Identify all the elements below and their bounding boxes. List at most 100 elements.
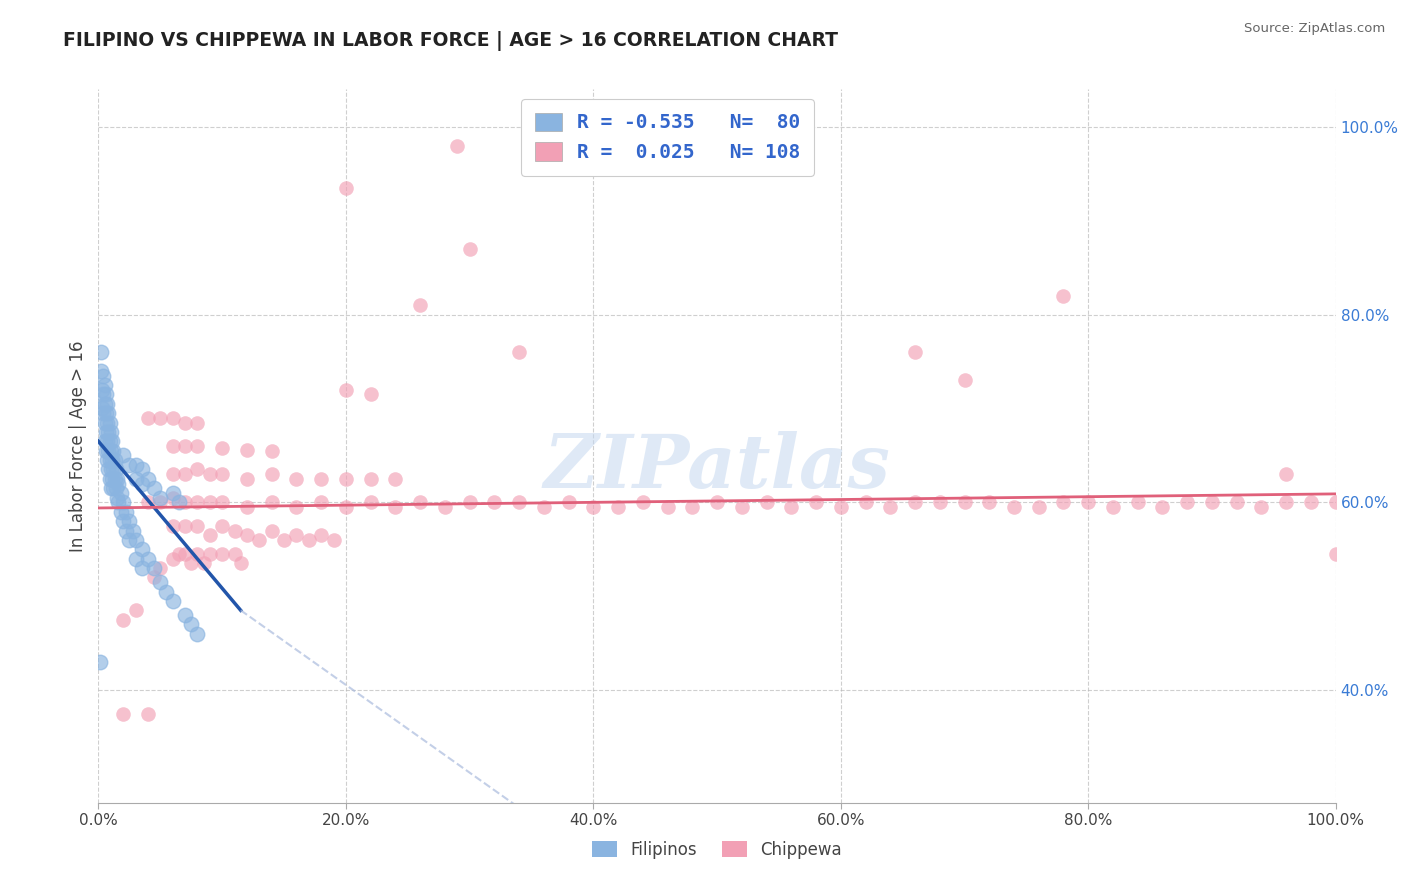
Point (211, 467, 233, 482)
Point (360, 387, 382, 401)
Point (1275, 495, 1298, 509)
Point (607, 500, 630, 514)
Point (247, 533, 270, 547)
Point (360, 472, 382, 486)
Point (211, 518, 233, 533)
Point (706, 495, 728, 509)
Point (879, 500, 901, 514)
Point (100, 425, 122, 439)
Point (211, 495, 233, 509)
Point (409, 495, 432, 509)
Point (1324, 495, 1347, 509)
Point (186, 416, 208, 430)
Point (174, 607, 197, 622)
Point (107, 495, 129, 509)
Point (174, 416, 197, 430)
Point (162, 467, 184, 482)
Point (98, 416, 121, 430)
Point (96, 434, 118, 449)
Point (162, 594, 184, 608)
Point (114, 524, 136, 538)
Point (335, 383, 357, 397)
Point (309, 472, 332, 486)
Point (122, 524, 145, 538)
Point (112, 613, 135, 627)
Point (384, 500, 406, 514)
Point (285, 472, 308, 486)
Point (94, 387, 117, 401)
Point (103, 453, 125, 467)
Point (136, 410, 159, 425)
Point (131, 542, 153, 557)
Point (298, 533, 321, 547)
Point (780, 500, 803, 514)
Point (110, 505, 132, 519)
Point (94, 406, 117, 420)
Point (260, 467, 283, 482)
Point (143, 561, 166, 575)
Point (804, 495, 827, 509)
Point (101, 434, 124, 449)
Point (484, 495, 506, 509)
Point (98, 453, 121, 467)
Point (830, 500, 852, 514)
Point (335, 472, 357, 486)
Point (260, 524, 283, 538)
Point (236, 472, 259, 486)
Point (236, 528, 259, 542)
Point (93, 406, 115, 420)
Point (186, 627, 208, 641)
Point (236, 500, 259, 514)
Point (136, 706, 159, 721)
Point (631, 495, 654, 509)
Point (260, 495, 283, 509)
Point (285, 500, 308, 514)
Point (143, 481, 166, 495)
Point (98, 434, 121, 449)
Point (97, 462, 120, 476)
Point (162, 439, 184, 453)
Point (236, 442, 259, 457)
Point (97, 425, 120, 439)
Point (143, 570, 166, 584)
Point (224, 524, 246, 538)
Point (433, 500, 456, 514)
Point (155, 584, 177, 599)
Point (149, 410, 172, 425)
Point (149, 575, 172, 590)
Point (1052, 495, 1074, 509)
Point (118, 514, 141, 528)
Point (1028, 500, 1050, 514)
Point (124, 533, 146, 547)
Point (124, 603, 146, 617)
Point (285, 528, 308, 542)
Point (1226, 495, 1249, 509)
Point (582, 500, 605, 514)
Point (167, 495, 190, 509)
Point (103, 462, 125, 476)
Point (98, 472, 121, 486)
Point (105, 472, 128, 486)
Point (90, 364, 112, 378)
Point (110, 486, 132, 500)
Point (229, 557, 252, 571)
Point (162, 551, 184, 566)
Point (112, 495, 135, 509)
Point (90, 345, 112, 359)
Point (224, 547, 246, 561)
Point (105, 491, 128, 505)
Point (104, 462, 127, 476)
Point (557, 495, 579, 509)
Point (174, 467, 197, 482)
Point (309, 528, 332, 542)
Point (904, 345, 927, 359)
Point (657, 500, 679, 514)
Point (114, 505, 136, 519)
Point (755, 495, 778, 509)
Point (928, 495, 950, 509)
Point (409, 298, 432, 312)
Point (131, 561, 153, 575)
Point (731, 500, 754, 514)
Text: ZIPatlas: ZIPatlas (544, 431, 890, 504)
Point (174, 439, 197, 453)
